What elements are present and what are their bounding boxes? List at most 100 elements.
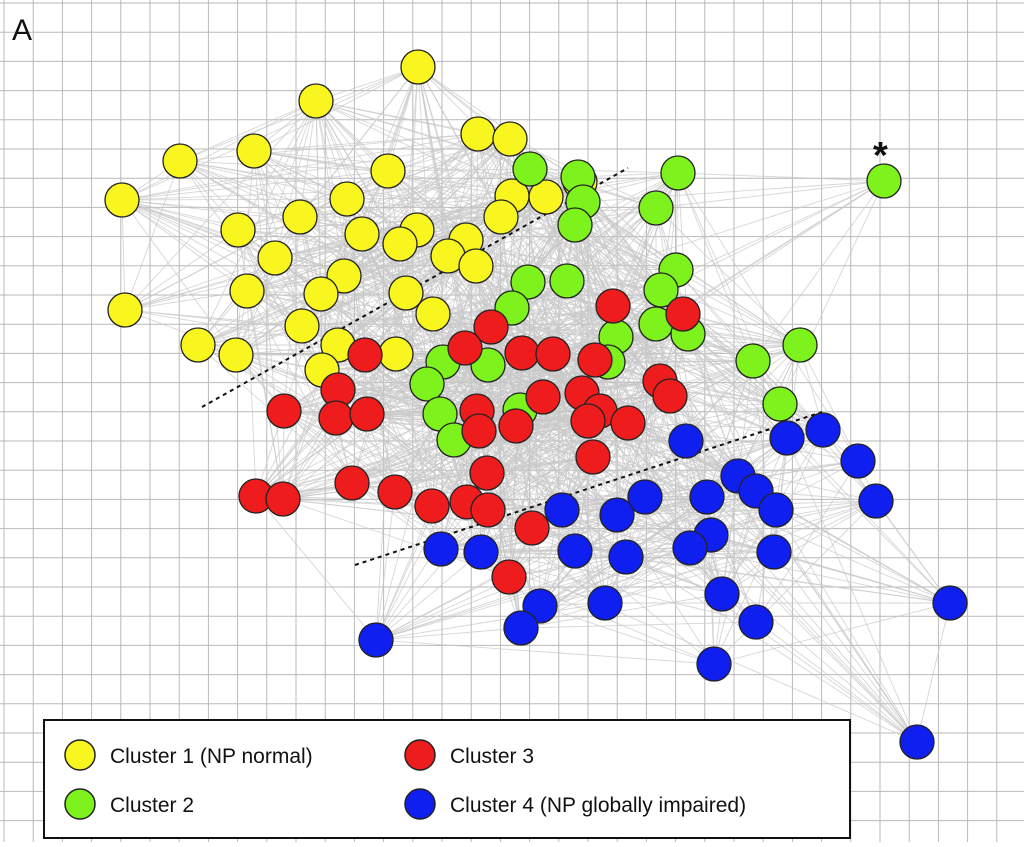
cluster3-node: [610, 405, 646, 441]
network-edge: [246, 290, 284, 500]
network-edge: [179, 66, 419, 162]
network-edge: [487, 429, 824, 511]
network-edge: [487, 392, 583, 511]
outlier-asterisk: *: [873, 135, 888, 177]
network-edge: [480, 534, 712, 553]
cluster3-node: [414, 488, 450, 524]
network-edge: [121, 199, 237, 356]
cluster4-node: [858, 483, 894, 519]
network-edge: [487, 422, 629, 511]
cluster4-node: [840, 443, 876, 479]
cluster2-node: [512, 151, 548, 187]
network-edge: [375, 551, 482, 641]
cluster2-node: [557, 207, 593, 243]
network-edge: [594, 359, 788, 439]
network-edge: [387, 168, 531, 172]
cluster1-node: [218, 337, 254, 373]
cluster3-node: [461, 413, 497, 449]
network-edge: [197, 265, 477, 346]
legend-box: [43, 719, 851, 839]
cluster1-node: [382, 226, 418, 262]
network-edge: [574, 224, 801, 346]
cluster4-node: [587, 585, 623, 621]
network-edge: [121, 199, 248, 292]
network-edge: [375, 501, 468, 641]
cluster4-node: [689, 479, 725, 515]
network-edge: [480, 551, 627, 558]
cluster2-node: [735, 343, 771, 379]
network-edge: [375, 639, 715, 665]
network-edge: [366, 413, 433, 507]
legend-swatch-cluster2: [64, 788, 96, 820]
cluster2-node: [510, 264, 546, 300]
network-edge: [713, 602, 951, 665]
legend-swatch-cluster3: [404, 739, 436, 771]
cluster4-node: [423, 531, 459, 567]
cluster1-node: [220, 212, 256, 248]
cluster3-node: [347, 337, 383, 373]
network-edge: [916, 602, 951, 743]
network-edge: [582, 201, 677, 271]
network-edge: [581, 333, 689, 394]
cluster2-node: [638, 190, 674, 226]
legend: Cluster 1 (NP normal) Cluster 2 Cluster …: [43, 719, 851, 839]
cluster4-node: [599, 497, 635, 533]
network-edge: [682, 313, 801, 346]
panel-label: A: [12, 14, 32, 47]
network-edge: [721, 437, 788, 595]
network-edge: [301, 325, 492, 328]
network-edge: [283, 410, 468, 503]
network-edge: [255, 420, 589, 497]
network-edge: [677, 172, 859, 462]
network-edge: [124, 257, 276, 311]
cluster1-node: [329, 181, 365, 217]
network-edge: [255, 417, 337, 497]
network-edge: [255, 495, 377, 641]
network-edge: [607, 344, 801, 363]
network-edge: [660, 180, 885, 291]
cluster1-node: [104, 182, 140, 218]
cluster1-node: [180, 327, 216, 363]
network-edge: [124, 290, 248, 311]
network-edge: [179, 100, 317, 162]
cluster1-node: [388, 275, 424, 311]
network-edge: [351, 482, 442, 550]
network-edge: [487, 456, 594, 511]
cluster1-node: [415, 296, 451, 332]
cluster1-node: [284, 308, 320, 344]
cluster4-node: [704, 576, 740, 612]
network-edge: [561, 509, 775, 553]
network-edge: [121, 138, 511, 201]
network-edge: [706, 496, 951, 604]
network-edge: [124, 160, 181, 311]
cluster2-node: [660, 155, 696, 191]
network-edge: [121, 199, 126, 311]
network-edge: [755, 500, 877, 623]
cluster4-node: [805, 412, 841, 448]
network-edge: [480, 551, 918, 743]
network-edge: [375, 509, 489, 641]
network-edge: [179, 160, 301, 218]
cluster3-node: [595, 288, 631, 324]
network-edge: [520, 509, 777, 629]
cluster4-node: [358, 622, 394, 658]
network-edge: [366, 410, 478, 415]
cluster4-node: [503, 610, 539, 646]
cluster4-node: [932, 585, 968, 621]
network-edge: [121, 199, 239, 231]
network-edge: [124, 229, 239, 311]
cluster3-node: [469, 455, 505, 491]
network-edge: [366, 413, 468, 503]
network-edge: [519, 403, 781, 411]
network-edge: [274, 195, 513, 259]
network-edge: [520, 593, 723, 629]
network-edge: [616, 514, 715, 665]
network-edge: [655, 180, 885, 209]
network-edge: [351, 420, 589, 484]
cluster4-node: [899, 724, 935, 760]
cluster1-node: [257, 240, 293, 276]
cluster4-node: [608, 539, 644, 575]
network-edge: [253, 150, 276, 259]
cluster1-node: [236, 133, 272, 169]
